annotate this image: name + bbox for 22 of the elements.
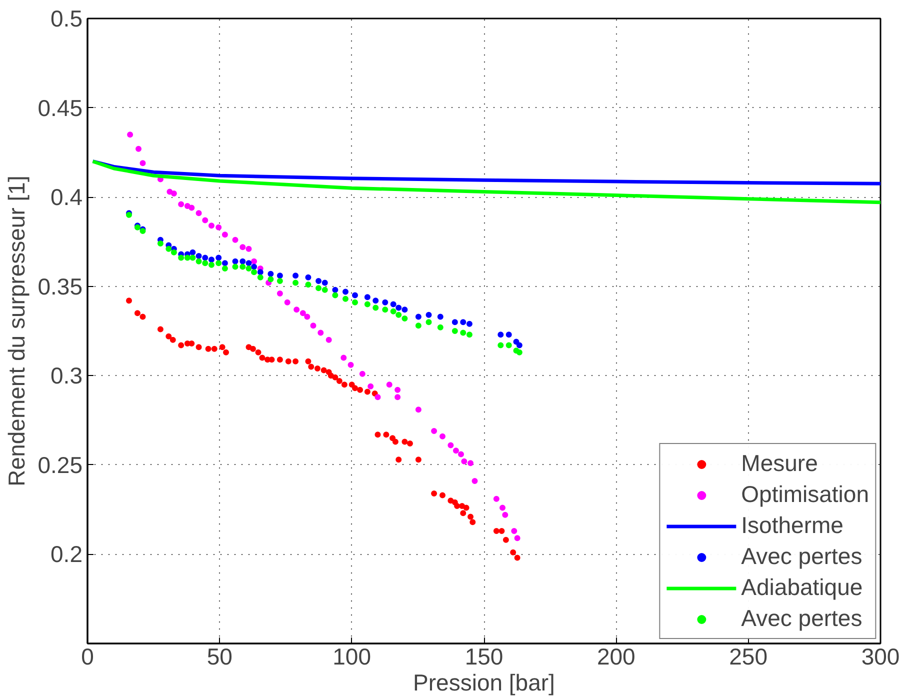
x-tick-label: 0 — [81, 644, 94, 670]
y-axis-title: Rendement du surpresseur [1] — [4, 176, 30, 486]
y-tick-label: 0.2 — [50, 541, 83, 568]
x-tick-label: 200 — [596, 644, 636, 670]
y-tick-label: 0.3 — [50, 362, 83, 389]
x-axis-title: Pression [bar] — [413, 670, 555, 696]
y-tick-label: 0.45 — [38, 94, 82, 121]
legend-label: Avec pertes — [741, 543, 862, 570]
y-tick-label: 0.35 — [38, 273, 82, 300]
legend-label: Optimisation — [741, 481, 869, 508]
x-tick-label: 100 — [332, 644, 372, 670]
y-tick-label: 0.5 — [50, 6, 83, 32]
legend-label: Isotherme — [741, 512, 844, 539]
legend-label: Avec pertes — [741, 605, 862, 632]
legend-label: Mesure — [741, 450, 818, 477]
x-tick-label: 50 — [206, 644, 232, 670]
x-tick-label: 250 — [729, 644, 768, 670]
x-tick-label: 300 — [861, 644, 900, 670]
y-tick-label: 0.25 — [38, 452, 82, 478]
x-tick-label: 150 — [464, 644, 504, 670]
y-tick-label: 0.4 — [50, 184, 83, 210]
legend-label: Adiabatique — [741, 574, 863, 601]
